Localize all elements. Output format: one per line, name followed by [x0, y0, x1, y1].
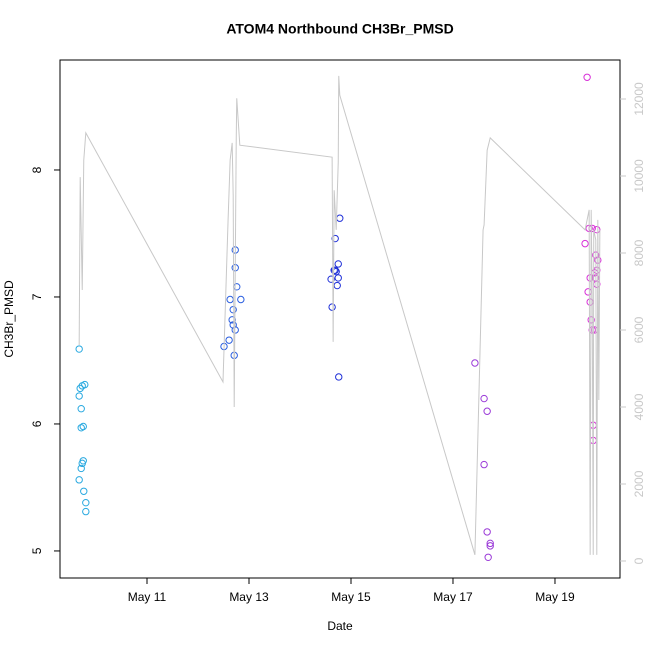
- point: [81, 380, 89, 389]
- point: [80, 487, 88, 495]
- y2-tick-label: 2000: [632, 470, 646, 497]
- x-tick-label: May 19: [535, 590, 575, 604]
- point: [583, 73, 591, 81]
- x-tick-label: May 13: [229, 590, 269, 604]
- x-tick-label: May 17: [433, 590, 473, 604]
- point: [229, 321, 237, 329]
- x-tick-label: May 11: [128, 590, 167, 604]
- point: [486, 539, 494, 548]
- point: [335, 373, 343, 381]
- point: [77, 405, 85, 413]
- point: [593, 225, 601, 234]
- y2-tick-label: 6000: [632, 316, 646, 343]
- point: [483, 528, 491, 536]
- point: [334, 274, 342, 282]
- point: [82, 498, 90, 507]
- point: [480, 394, 488, 403]
- point: [75, 345, 83, 353]
- line: [78, 75, 601, 555]
- point: [336, 214, 344, 222]
- point: [584, 288, 592, 296]
- point: [82, 507, 90, 516]
- point: [471, 359, 479, 367]
- point: [226, 295, 234, 304]
- point: [328, 303, 336, 311]
- point: [333, 281, 341, 290]
- point: [237, 295, 245, 304]
- point: [331, 234, 339, 243]
- y2-tick-label: 0: [632, 557, 646, 564]
- point: [327, 275, 335, 283]
- x-axis-label: Date: [327, 619, 353, 633]
- point: [225, 336, 233, 344]
- y-tick-label: 8: [30, 166, 44, 173]
- plot-frame: [59, 59, 621, 579]
- y-tick-label: 5: [30, 547, 44, 554]
- point: [233, 283, 241, 291]
- y2-tick-label: 4000: [632, 393, 646, 420]
- point: [334, 260, 342, 268]
- chart-title: ATOM4 Northbound CH3Br_PMSD: [226, 21, 453, 37]
- point: [77, 424, 85, 432]
- point: [229, 305, 237, 314]
- y2-tick-label: 8000: [632, 239, 646, 266]
- point: [75, 392, 83, 400]
- point: [78, 459, 86, 468]
- point: [330, 266, 338, 274]
- x-tick-label: May 15: [331, 590, 371, 604]
- point: [483, 407, 491, 415]
- point: [480, 460, 488, 469]
- y-tick-label: 7: [30, 293, 44, 300]
- y2-tick-label: 10000: [632, 159, 646, 193]
- y-tick-label: 6: [30, 420, 44, 427]
- point: [75, 476, 83, 484]
- y-axis-label: CH3Br_PMSD: [2, 280, 16, 358]
- point: [581, 239, 589, 248]
- point: [486, 542, 494, 550]
- y2-tick-label: 12000: [632, 82, 646, 116]
- point: [77, 464, 85, 473]
- point: [79, 422, 87, 431]
- point: [484, 553, 492, 562]
